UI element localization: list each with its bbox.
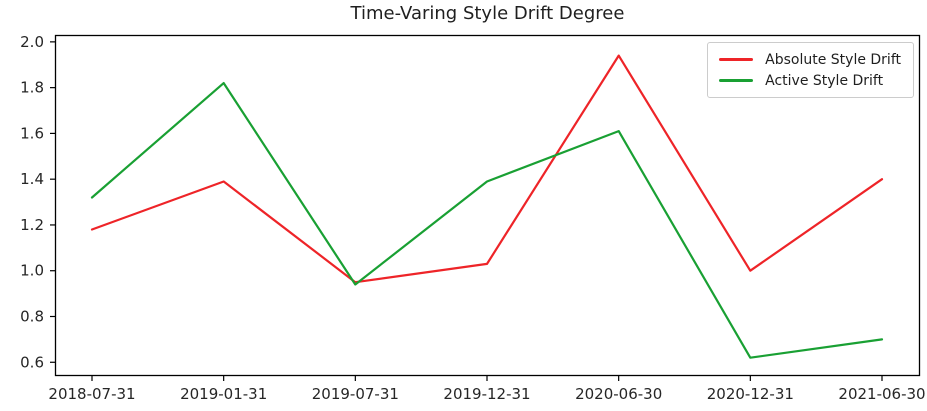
legend-item-active-style-drift: Active Style Drift: [719, 70, 901, 91]
series-line-active-style-drift: [90, 81, 884, 359]
legend-label-absolute: Absolute Style Drift: [765, 51, 901, 68]
x-tick-label: 2021-06-30: [838, 385, 925, 403]
legend-label-active: Active Style Drift: [765, 72, 884, 89]
legend: Absolute Style Drift Active Style Drift: [707, 42, 914, 98]
plot-border: [54, 34, 921, 377]
x-tick-label: 2019-01-31: [180, 385, 267, 403]
x-tick-label: 2020-12-31: [707, 385, 794, 403]
y-tick-label: 1.2: [20, 216, 44, 234]
y-tick-label: 0.8: [20, 307, 44, 325]
y-tick-label: 1.6: [20, 124, 44, 142]
y-tick-label: 2.0: [20, 33, 44, 51]
y-tick-label: 0.6: [20, 353, 44, 371]
x-tick-label: 2019-07-31: [312, 385, 399, 403]
series-line-absolute-style-drift: [90, 54, 884, 284]
x-tick-label: 2020-06-30: [575, 385, 662, 403]
legend-item-absolute-style-drift: Absolute Style Drift: [719, 49, 901, 70]
x-tick-label: 2018-07-31: [48, 385, 135, 403]
y-tick-label: 1.0: [20, 262, 44, 280]
legend-swatch-active-line: [719, 79, 754, 82]
y-tick-label: 1.4: [20, 170, 44, 188]
y-tick-label: 1.8: [20, 79, 44, 97]
chart-title: Time-Varing Style Drift Degree: [350, 3, 625, 24]
x-tick-label: 2019-12-31: [443, 385, 530, 403]
legend-swatch-absolute-line: [719, 58, 754, 61]
